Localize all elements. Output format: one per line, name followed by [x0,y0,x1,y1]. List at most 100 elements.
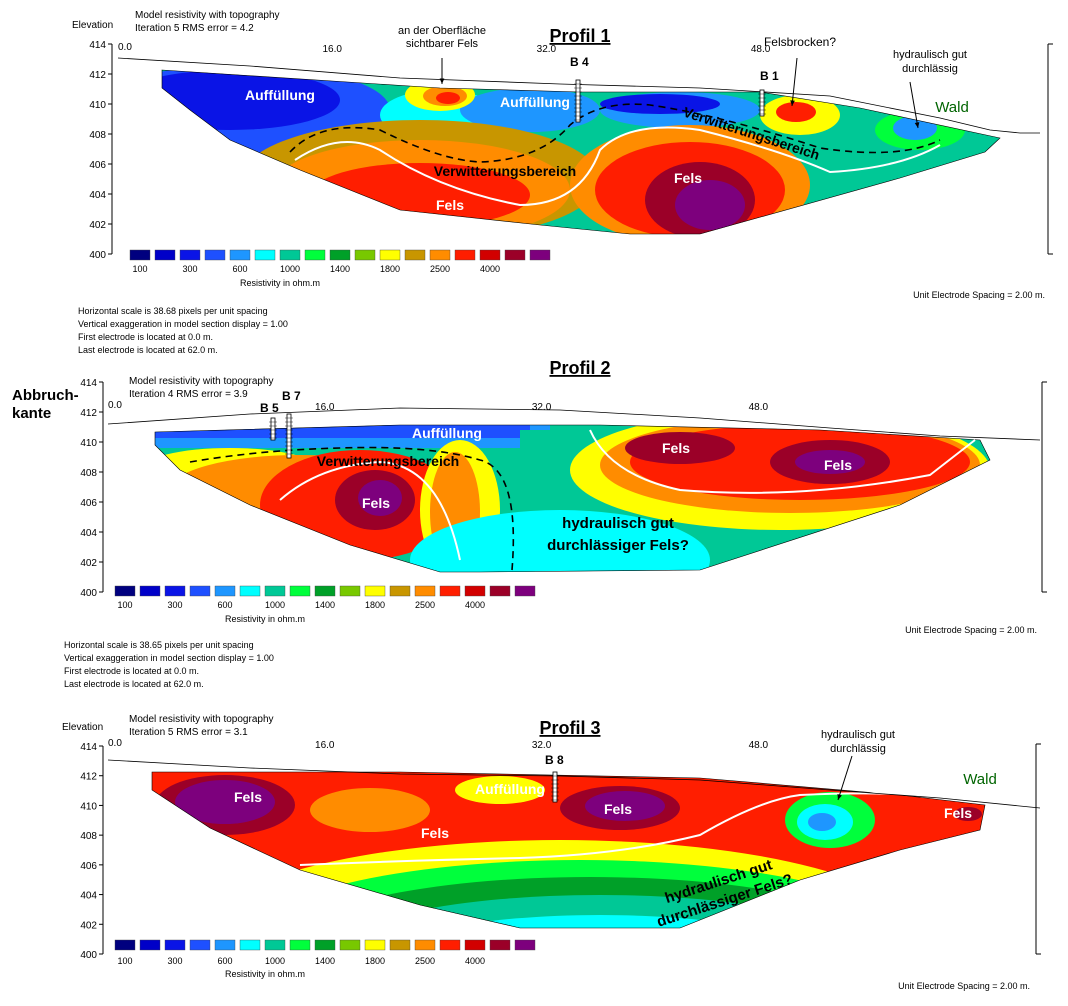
profil-3-y-tick-label: 414 [80,742,97,753]
profil-1-annotation: Auffüllung [500,94,570,110]
profil-3-annotation: Fels [604,801,632,817]
profil-1-footer-right: Unit Electrode Spacing = 2.00 m. [913,290,1045,300]
profil-2-legend-swatch [414,585,436,597]
profil-2-y-tick-label: 404 [80,528,97,539]
profil-1-legend-swatch [179,249,201,261]
profil-1-annotation-arrow [791,57,798,107]
profil-1-legend-swatch [154,249,176,261]
profil-1-header-line: Iteration 5 RMS error = 4.2 [135,23,254,34]
profil-2-footer-line: Vertical exaggeration in model section d… [64,653,274,663]
profil-2-legend-label: 1400 [315,600,335,610]
profil-1-y-tick-label: 402 [89,220,106,231]
profil-1-y-tick-label: 408 [89,130,106,141]
profil-3-annotation-text: hydraulisch gut [821,729,895,741]
profil-2-borehole [270,417,276,441]
profil-3-legend-swatch [139,939,161,951]
profil-2-legend-label: 2500 [415,600,435,610]
profil-3-annotation: Fels [944,805,972,821]
profil-3-annotation-text: Fels [604,801,632,817]
profil-1-annotation: Auffüllung [245,87,315,103]
profil-1-legend-label: 4000 [480,264,500,274]
profil-2-legend-label: 300 [167,600,182,610]
profil-3-annotation-text: Fels [234,789,262,805]
profil-3-legend-swatch [389,939,411,951]
profil-3-annotation: hydraulisch gut durchlässig [821,729,895,755]
profil-3-legend-label: 100 [117,956,132,966]
profil-1-legend-label: 2500 [430,264,450,274]
profil-1-arrow-head [439,78,445,84]
profil-1-legend-swatch [254,249,276,261]
profil-3-y-tick-label: 404 [80,891,97,902]
profil-2-legend-swatch [114,585,136,597]
profil-1-ylabel: Elevation [72,20,113,31]
profil-1-legend-swatch [379,249,401,261]
profil-1-annotation-text: durchlässig [902,63,958,75]
profil-1-legend-title: Resistivity in ohm.m [240,278,320,288]
profil-3-legend-swatch [289,939,311,951]
profil-1-borehole-label: B 4 [570,55,589,69]
profil-1-borehole-label: B 1 [760,69,779,83]
profil-1-borehole [759,89,765,117]
profil-1-title: Profil 1 [549,26,610,46]
profil-3-annotation-arrow [837,755,853,801]
profil-2-side-label: kante [12,405,51,422]
profil-3-legend-swatch [489,939,511,951]
profil-3-legend-swatch [264,939,286,951]
profil-2-legend-label: 1800 [365,600,385,610]
profil-1-legend-swatch [504,249,526,261]
profil-1-legend-swatch [279,249,301,261]
profil-3-x-tick-label: 0.0 [108,738,122,749]
profil-1-y-tick-label: 410 [89,100,106,111]
profil-2-header-line: Iteration 4 RMS error = 3.9 [129,389,248,400]
profil-1-legend-swatch [204,249,226,261]
profil-3-legend-swatch [514,939,536,951]
profil-3-legend-swatch [464,939,486,951]
profil-2-x-tick-label: 0.0 [108,400,122,411]
profil-3-borehole-label: B 8 [545,753,564,767]
profil-3-legend-swatch [239,939,261,951]
profil-3-legend-swatch [439,939,461,951]
profil-3-arrow-head [837,794,842,800]
profil-2-legend-label: 1000 [265,600,285,610]
profil-1-y-tick-label: 400 [89,250,106,261]
profil-2-legend-label: 600 [217,600,232,610]
profil-2-section [107,407,1041,573]
profil-2-y-tick-label: 402 [80,558,97,569]
profil-1-legend-label: 100 [132,264,147,274]
profil-1-annotation-text: Auffüllung [500,94,570,110]
profil-3-legend-label: 1000 [265,956,285,966]
profil-3-legend-swatch [164,939,186,951]
profil-1-annotation: Fels [436,197,464,213]
profil-2-annotation: hydraulisch gut durchlässiger Fels? [547,515,689,554]
profil-1-x-tick-label: 0.0 [118,42,132,53]
profil-3-legend-swatch [189,939,211,951]
profil-2-y-tick-label: 410 [80,438,97,449]
profil-3-legend-title: Resistivity in ohm.m [225,969,305,979]
profil-1-footer-line: Last electrode is located at 62.0 m. [78,345,218,355]
profil-2-footer-line: Last electrode is located at 62.0 m. [64,679,204,689]
profil-1-annotation-text: an der Oberfläche [398,25,486,37]
profil-3-legend-swatch [339,939,361,951]
profil-3-x-tick-label: 48.0 [749,740,769,751]
profil-1-header-line: Model resistivity with topography [135,10,280,21]
profil-1-legend-swatch [229,249,251,261]
profil-1-legend-swatch [129,249,151,261]
profil-1-legend-swatch [354,249,376,261]
profil-1-footer-line: First electrode is located at 0.0 m. [78,332,213,342]
profil-2-y-tick-label: 406 [80,498,97,509]
profil-1-legend-label: 1800 [380,264,400,274]
profil-1-arrow-head [790,100,795,106]
profil-2-y-tick-label: 414 [80,378,97,389]
profil-2-legend-swatch [364,585,386,597]
profil-2-annotation-text: Fels [824,457,852,473]
profil-1-section [117,57,1040,235]
profil-1-annotation-text: Fels [436,197,464,213]
profil-2-x-tick-label: 48.0 [749,402,769,413]
profil-3-legend-label: 4000 [465,956,485,966]
profil-3-x-tick-label: 16.0 [315,740,335,751]
profil-2-legend-swatch [214,585,236,597]
profil-1-x-tick-label: 48.0 [751,44,771,55]
profil-1-y-tick-label: 406 [89,160,106,171]
